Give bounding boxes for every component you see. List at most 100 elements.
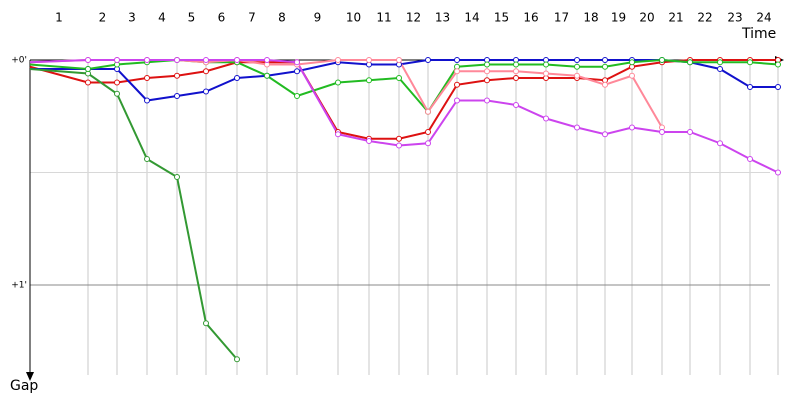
lap-point bbox=[687, 59, 693, 66]
lap-point bbox=[484, 68, 490, 75]
lap-point bbox=[747, 84, 753, 90]
lap-point bbox=[513, 61, 519, 68]
lap-point bbox=[513, 102, 519, 108]
lap-label: 6 bbox=[218, 11, 226, 25]
lap-label: 1 bbox=[55, 11, 63, 25]
lap-point bbox=[396, 57, 402, 63]
lap-point bbox=[454, 97, 460, 104]
lap-point bbox=[174, 174, 180, 180]
lap-label: 3 bbox=[128, 11, 136, 25]
x-axis-label: Time bbox=[741, 26, 776, 42]
lap-point bbox=[484, 97, 490, 104]
lap-point bbox=[144, 156, 150, 162]
lap-label: 10 bbox=[346, 11, 361, 25]
lap-point bbox=[629, 72, 635, 79]
lap-label: 7 bbox=[248, 11, 256, 25]
lap-point bbox=[747, 59, 753, 66]
lap-point bbox=[775, 84, 781, 90]
lap-point bbox=[775, 169, 781, 176]
series-line bbox=[29, 59, 779, 174]
lap-label: 22 bbox=[697, 11, 712, 25]
lap-point bbox=[234, 75, 240, 81]
lap-point bbox=[425, 57, 431, 63]
lap-point bbox=[203, 320, 209, 327]
lap-point bbox=[602, 81, 608, 88]
lap-point bbox=[543, 70, 549, 77]
lap-point bbox=[366, 77, 372, 84]
lap-label: 12 bbox=[406, 11, 421, 25]
lap-point bbox=[717, 140, 723, 147]
lap-point bbox=[335, 131, 341, 138]
lap-point bbox=[294, 68, 300, 75]
lap-point bbox=[629, 59, 635, 66]
lap-point bbox=[543, 61, 549, 68]
lap-point bbox=[484, 77, 490, 84]
lap-point bbox=[144, 57, 150, 63]
lap-point bbox=[203, 57, 209, 63]
lap-point bbox=[454, 57, 460, 63]
series-line bbox=[29, 59, 778, 140]
lap-point bbox=[425, 140, 431, 147]
lap-point bbox=[425, 129, 431, 135]
lap-label: 5 bbox=[188, 11, 196, 25]
lap-point bbox=[396, 142, 402, 149]
lap-point bbox=[294, 59, 300, 66]
lap-point bbox=[85, 66, 91, 72]
y-axis-arrow bbox=[26, 372, 34, 381]
lap-point bbox=[659, 129, 665, 135]
lap-point bbox=[174, 72, 180, 79]
lap-label: 18 bbox=[583, 11, 598, 25]
lap-label: 13 bbox=[435, 11, 450, 25]
lap-point bbox=[687, 129, 693, 135]
lap-point bbox=[574, 72, 580, 79]
lap-point bbox=[203, 68, 209, 75]
lap-point bbox=[396, 75, 402, 81]
lap-label: 17 bbox=[554, 11, 569, 25]
series-line bbox=[29, 58, 663, 129]
lap-point bbox=[114, 79, 120, 86]
lap-point bbox=[85, 79, 91, 86]
lap-label: 14 bbox=[464, 11, 479, 25]
lap-point bbox=[543, 115, 549, 122]
lap-label: 21 bbox=[668, 11, 683, 25]
lap-point bbox=[114, 90, 120, 97]
lap-point bbox=[717, 59, 723, 66]
lap-point bbox=[659, 57, 665, 63]
lap-point bbox=[144, 75, 150, 81]
lap-point bbox=[85, 57, 91, 63]
y-tick-label: +1' bbox=[11, 281, 27, 291]
lap-point bbox=[114, 57, 120, 63]
lap-label: 2 bbox=[99, 11, 107, 25]
lap-label: 9 bbox=[314, 11, 322, 25]
lap-label: 15 bbox=[494, 11, 509, 25]
lap-label: 19 bbox=[611, 11, 626, 25]
lap-point bbox=[747, 156, 753, 162]
lap-point bbox=[366, 138, 372, 144]
lap-point bbox=[335, 79, 341, 86]
lap-point bbox=[513, 75, 519, 81]
lap-point bbox=[264, 57, 270, 63]
lap-point bbox=[602, 57, 608, 63]
lap-point bbox=[174, 93, 180, 99]
lap-point bbox=[602, 131, 608, 138]
lap-point bbox=[425, 108, 431, 115]
lap-point bbox=[602, 63, 608, 70]
lap-point bbox=[629, 124, 635, 131]
lap-label: 4 bbox=[158, 11, 166, 25]
lap-point bbox=[775, 61, 781, 68]
lap-label: 16 bbox=[523, 11, 538, 25]
lap-point bbox=[454, 81, 460, 88]
lap-point bbox=[574, 57, 580, 63]
lap-point bbox=[574, 124, 580, 131]
lap-point bbox=[717, 66, 723, 72]
lap-label: 23 bbox=[727, 11, 742, 25]
lap-point bbox=[484, 61, 490, 68]
y-tick-label: +0' bbox=[11, 56, 27, 66]
series-line bbox=[30, 59, 778, 102]
lap-label: 24 bbox=[756, 11, 771, 25]
lap-point bbox=[454, 68, 460, 75]
lap-point bbox=[574, 63, 580, 70]
lap-point bbox=[294, 93, 300, 99]
lap-point bbox=[144, 97, 150, 104]
y-axis-label: Gap bbox=[10, 378, 38, 394]
